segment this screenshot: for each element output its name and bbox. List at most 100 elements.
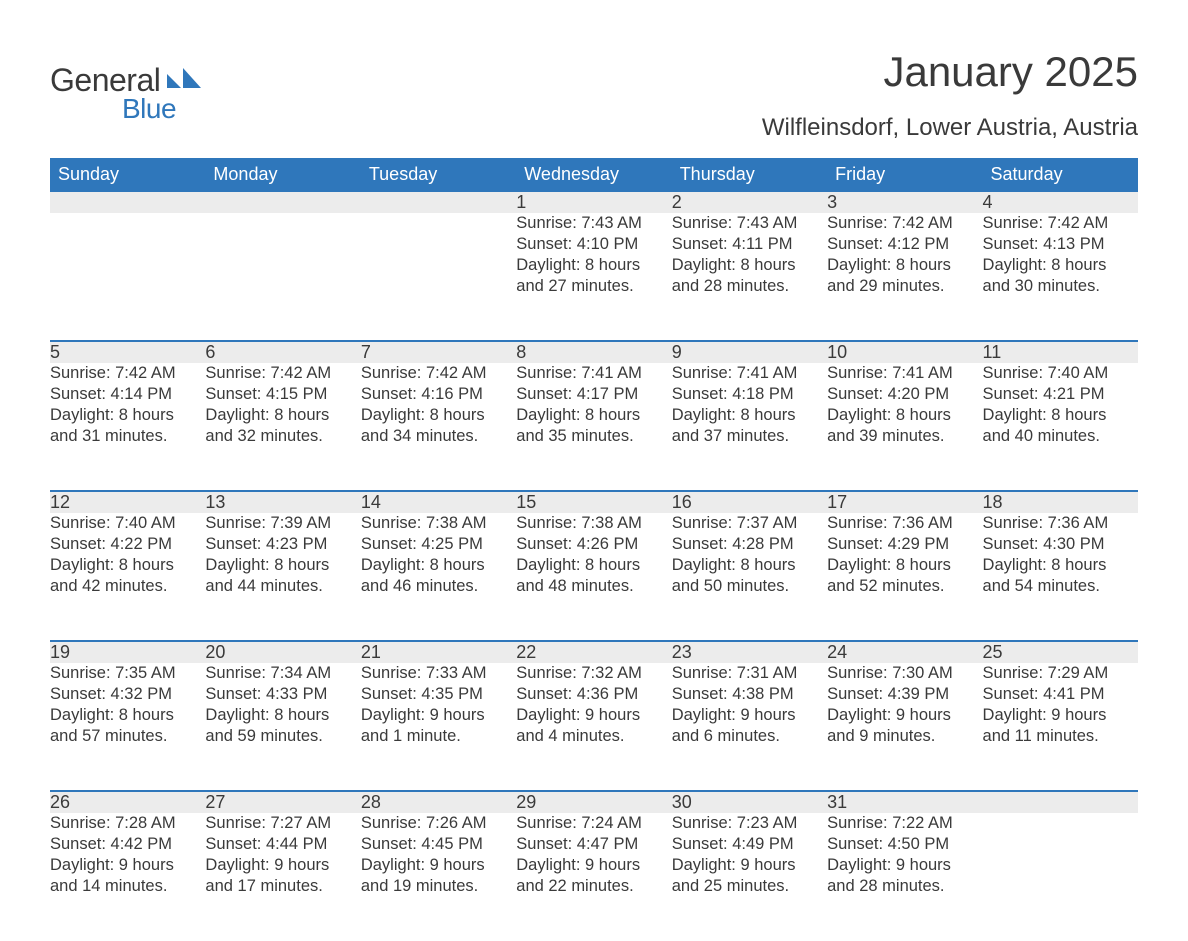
daylight-line: Daylight: 8 hours and 40 minutes. bbox=[983, 405, 1138, 447]
week-info-row: Sunrise: 7:43 AMSunset: 4:10 PMDaylight:… bbox=[50, 213, 1138, 341]
daylight-line: Daylight: 8 hours and 42 minutes. bbox=[50, 555, 205, 597]
sunset-line: Sunset: 4:28 PM bbox=[672, 534, 827, 555]
sunset-line: Sunset: 4:30 PM bbox=[983, 534, 1138, 555]
day-number: 31 bbox=[827, 791, 982, 813]
empty-day bbox=[205, 192, 360, 213]
week-info-row: Sunrise: 7:42 AMSunset: 4:14 PMDaylight:… bbox=[50, 363, 1138, 491]
daylight-line: Daylight: 9 hours and 9 minutes. bbox=[827, 705, 982, 747]
sunrise-line: Sunrise: 7:34 AM bbox=[205, 663, 360, 684]
sunset-line: Sunset: 4:12 PM bbox=[827, 234, 982, 255]
day-number: 20 bbox=[205, 641, 360, 663]
empty-day bbox=[50, 192, 205, 213]
day-number: 1 bbox=[516, 192, 671, 213]
daylight-line: Daylight: 8 hours and 29 minutes. bbox=[827, 255, 982, 297]
day-number: 11 bbox=[983, 341, 1138, 363]
day-number: 10 bbox=[827, 341, 982, 363]
empty-cell bbox=[983, 813, 1138, 941]
daylight-line: Daylight: 8 hours and 27 minutes. bbox=[516, 255, 671, 297]
day-number: 24 bbox=[827, 641, 982, 663]
sunset-line: Sunset: 4:22 PM bbox=[50, 534, 205, 555]
empty-day bbox=[361, 192, 516, 213]
day-info: Sunrise: 7:34 AMSunset: 4:33 PMDaylight:… bbox=[205, 663, 360, 791]
sunrise-line: Sunrise: 7:38 AM bbox=[516, 513, 671, 534]
day-info: Sunrise: 7:24 AMSunset: 4:47 PMDaylight:… bbox=[516, 813, 671, 941]
sunset-line: Sunset: 4:49 PM bbox=[672, 834, 827, 855]
sunrise-line: Sunrise: 7:33 AM bbox=[361, 663, 516, 684]
day-info: Sunrise: 7:33 AMSunset: 4:35 PMDaylight:… bbox=[361, 663, 516, 791]
day-info: Sunrise: 7:28 AMSunset: 4:42 PMDaylight:… bbox=[50, 813, 205, 941]
day-number: 30 bbox=[672, 791, 827, 813]
daylight-line: Daylight: 9 hours and 22 minutes. bbox=[516, 855, 671, 897]
day-number: 13 bbox=[205, 491, 360, 513]
sunrise-line: Sunrise: 7:24 AM bbox=[516, 813, 671, 834]
title-block: January 2025 Wilfleinsdorf, Lower Austri… bbox=[762, 48, 1138, 142]
empty-cell bbox=[50, 213, 205, 341]
header-bar: General Blue January 2025 Wilfleinsdorf,… bbox=[50, 48, 1138, 142]
day-info: Sunrise: 7:32 AMSunset: 4:36 PMDaylight:… bbox=[516, 663, 671, 791]
sunrise-line: Sunrise: 7:43 AM bbox=[516, 213, 671, 234]
sunset-line: Sunset: 4:42 PM bbox=[50, 834, 205, 855]
day-number: 19 bbox=[50, 641, 205, 663]
week-info-row: Sunrise: 7:40 AMSunset: 4:22 PMDaylight:… bbox=[50, 513, 1138, 641]
weekday-header: Tuesday bbox=[361, 158, 516, 192]
sunrise-line: Sunrise: 7:38 AM bbox=[361, 513, 516, 534]
day-info: Sunrise: 7:38 AMSunset: 4:26 PMDaylight:… bbox=[516, 513, 671, 641]
day-number: 22 bbox=[516, 641, 671, 663]
empty-cell bbox=[205, 213, 360, 341]
sunrise-line: Sunrise: 7:42 AM bbox=[983, 213, 1138, 234]
day-info: Sunrise: 7:41 AMSunset: 4:17 PMDaylight:… bbox=[516, 363, 671, 491]
logo: General Blue bbox=[50, 48, 201, 125]
sunset-line: Sunset: 4:10 PM bbox=[516, 234, 671, 255]
daylight-line: Daylight: 8 hours and 30 minutes. bbox=[983, 255, 1138, 297]
day-info: Sunrise: 7:43 AMSunset: 4:11 PMDaylight:… bbox=[672, 213, 827, 341]
sunrise-line: Sunrise: 7:37 AM bbox=[672, 513, 827, 534]
day-number: 7 bbox=[361, 341, 516, 363]
logo-mark-icon bbox=[167, 68, 201, 93]
day-number: 15 bbox=[516, 491, 671, 513]
day-info: Sunrise: 7:37 AMSunset: 4:28 PMDaylight:… bbox=[672, 513, 827, 641]
sunset-line: Sunset: 4:44 PM bbox=[205, 834, 360, 855]
week-number-row: 262728293031 bbox=[50, 791, 1138, 813]
day-info: Sunrise: 7:22 AMSunset: 4:50 PMDaylight:… bbox=[827, 813, 982, 941]
sunset-line: Sunset: 4:29 PM bbox=[827, 534, 982, 555]
day-info: Sunrise: 7:31 AMSunset: 4:38 PMDaylight:… bbox=[672, 663, 827, 791]
day-number: 17 bbox=[827, 491, 982, 513]
sunset-line: Sunset: 4:35 PM bbox=[361, 684, 516, 705]
week-number-row: 567891011 bbox=[50, 341, 1138, 363]
day-number: 14 bbox=[361, 491, 516, 513]
sunrise-line: Sunrise: 7:26 AM bbox=[361, 813, 516, 834]
daylight-line: Daylight: 9 hours and 19 minutes. bbox=[361, 855, 516, 897]
sunrise-line: Sunrise: 7:22 AM bbox=[827, 813, 982, 834]
weekday-header: Wednesday bbox=[516, 158, 671, 192]
day-info: Sunrise: 7:27 AMSunset: 4:44 PMDaylight:… bbox=[205, 813, 360, 941]
weekday-header: Monday bbox=[205, 158, 360, 192]
sunset-line: Sunset: 4:23 PM bbox=[205, 534, 360, 555]
sunset-line: Sunset: 4:20 PM bbox=[827, 384, 982, 405]
day-number: 9 bbox=[672, 341, 827, 363]
sunrise-line: Sunrise: 7:43 AM bbox=[672, 213, 827, 234]
daylight-line: Daylight: 8 hours and 50 minutes. bbox=[672, 555, 827, 597]
sunrise-line: Sunrise: 7:32 AM bbox=[516, 663, 671, 684]
daylight-line: Daylight: 8 hours and 46 minutes. bbox=[361, 555, 516, 597]
daylight-line: Daylight: 9 hours and 17 minutes. bbox=[205, 855, 360, 897]
daylight-line: Daylight: 8 hours and 57 minutes. bbox=[50, 705, 205, 747]
day-number: 8 bbox=[516, 341, 671, 363]
sunrise-line: Sunrise: 7:23 AM bbox=[672, 813, 827, 834]
sunset-line: Sunset: 4:13 PM bbox=[983, 234, 1138, 255]
sunset-line: Sunset: 4:36 PM bbox=[516, 684, 671, 705]
daylight-line: Daylight: 8 hours and 37 minutes. bbox=[672, 405, 827, 447]
daylight-line: Daylight: 9 hours and 14 minutes. bbox=[50, 855, 205, 897]
sunrise-line: Sunrise: 7:41 AM bbox=[516, 363, 671, 384]
day-info: Sunrise: 7:42 AMSunset: 4:14 PMDaylight:… bbox=[50, 363, 205, 491]
sunset-line: Sunset: 4:45 PM bbox=[361, 834, 516, 855]
week-number-row: 1234 bbox=[50, 192, 1138, 213]
day-number: 6 bbox=[205, 341, 360, 363]
daylight-line: Daylight: 8 hours and 32 minutes. bbox=[205, 405, 360, 447]
sunset-line: Sunset: 4:15 PM bbox=[205, 384, 360, 405]
day-info: Sunrise: 7:41 AMSunset: 4:20 PMDaylight:… bbox=[827, 363, 982, 491]
sunset-line: Sunset: 4:21 PM bbox=[983, 384, 1138, 405]
location-subtitle: Wilfleinsdorf, Lower Austria, Austria bbox=[762, 114, 1138, 142]
sunset-line: Sunset: 4:50 PM bbox=[827, 834, 982, 855]
sunrise-line: Sunrise: 7:30 AM bbox=[827, 663, 982, 684]
daylight-line: Daylight: 8 hours and 54 minutes. bbox=[983, 555, 1138, 597]
